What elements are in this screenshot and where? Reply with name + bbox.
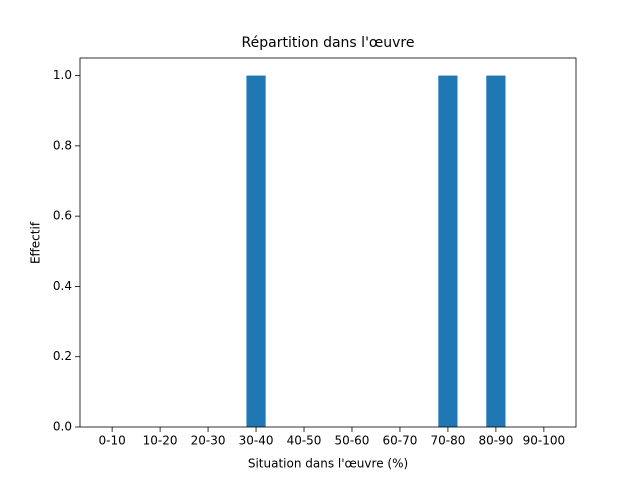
y-tick-label: 0.2 (53, 349, 72, 363)
y-axis-label: Effectif (29, 221, 43, 264)
bar (486, 75, 506, 428)
y-tick-label: 0.6 (53, 209, 72, 223)
x-tick-label: 20-30 (191, 434, 226, 448)
bar (246, 75, 266, 428)
x-tick-label: 30-40 (239, 434, 274, 448)
x-axis-label: Situation dans l'œuvre (%) (248, 457, 408, 471)
x-tick-label: 50-60 (335, 434, 370, 448)
x-tick-label: 0-10 (99, 434, 126, 448)
x-tick-label: 90-100 (523, 434, 566, 448)
axes-frame (79, 57, 577, 428)
x-tick-label: 40-50 (287, 434, 322, 448)
chart-title: Répartition dans l'œuvre (242, 35, 415, 51)
bar (438, 75, 458, 428)
y-tick-label: 0.4 (53, 279, 72, 293)
x-tick-label: 80-90 (478, 434, 513, 448)
x-tick-label: 60-70 (383, 434, 418, 448)
y-tick-label: 0.8 (53, 138, 72, 152)
y-tick-label: 0.0 (53, 420, 72, 434)
x-tick-label: 70-80 (430, 434, 465, 448)
x-tick-label: 10-20 (143, 434, 178, 448)
y-tick-label: 1.0 (53, 68, 72, 82)
